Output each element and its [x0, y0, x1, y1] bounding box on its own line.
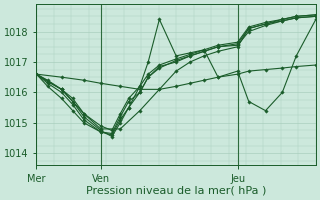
X-axis label: Pression niveau de la mer( hPa ): Pression niveau de la mer( hPa ) — [86, 186, 266, 196]
